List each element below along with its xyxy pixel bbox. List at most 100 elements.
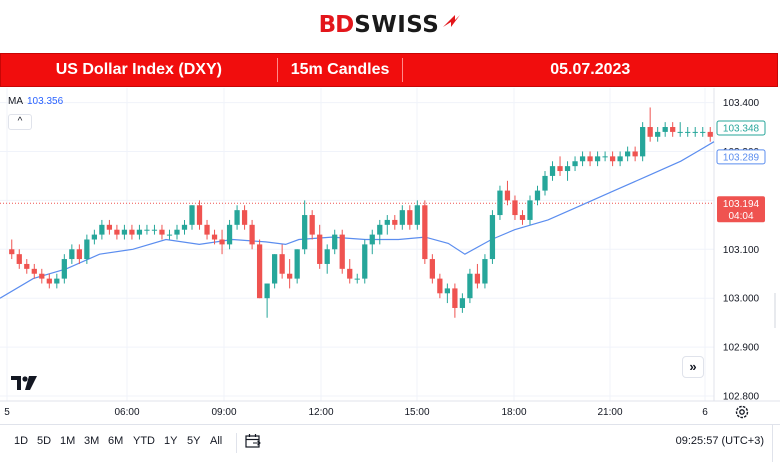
ma-value-badge: 103.289 xyxy=(716,149,766,165)
candle-body xyxy=(211,234,218,240)
date-range-icon[interactable] xyxy=(244,432,262,450)
collapse-legend-button[interactable]: ^ xyxy=(8,114,32,130)
candle-body xyxy=(497,190,503,216)
range-ytd-button[interactable]: YTD xyxy=(133,435,155,447)
candle-body xyxy=(609,156,616,162)
candle-body xyxy=(482,259,488,284)
banner-date: 05.07.2023 xyxy=(550,61,631,78)
candle-body xyxy=(249,224,255,245)
candle-body xyxy=(692,131,698,133)
x-tick-label: 09:00 xyxy=(211,407,236,418)
title-banner: US Dollar Index (DXY) 15m Candles 05.07.… xyxy=(0,53,778,87)
x-tick-label: 12:00 xyxy=(308,407,333,418)
candle-body xyxy=(151,229,158,231)
candle-body xyxy=(166,234,173,236)
bottom-toolbar: 1D 5D 1M 3M 6M YTD 1Y 5Y All 09:25:57 (U… xyxy=(0,424,780,462)
x-tick-label: 21:00 xyxy=(597,407,622,418)
candle-body xyxy=(39,273,45,279)
x-tick-label: 15:00 xyxy=(404,407,429,418)
y-tick-label: 103.100 xyxy=(723,245,760,256)
candle-body xyxy=(392,219,398,225)
candle-body xyxy=(309,215,315,235)
toolbar-divider xyxy=(236,433,237,453)
price-chart[interactable]: 103.400103.300103.200103.100103.000102.9… xyxy=(0,88,780,420)
banner-divider xyxy=(402,58,404,82)
candle-body xyxy=(347,268,353,279)
range-6m-button[interactable]: 6M xyxy=(108,435,124,447)
range-1y-button[interactable]: 1Y xyxy=(164,435,178,447)
y-tick-label: 103.400 xyxy=(723,98,760,109)
ma-legend-label: MA xyxy=(8,96,23,107)
candle-body xyxy=(707,131,713,137)
ma-value-badge-bg xyxy=(716,149,766,165)
candle-body xyxy=(136,229,143,235)
candle-body xyxy=(617,156,623,162)
y-tick-label: 102.800 xyxy=(723,392,760,403)
candle-body xyxy=(129,229,135,235)
candle-body xyxy=(452,288,458,308)
candle-body xyxy=(159,229,165,235)
candle-body xyxy=(24,263,30,269)
current-price-text: 103.194 xyxy=(723,199,760,210)
candle-body xyxy=(384,219,390,225)
candle-body xyxy=(294,249,300,279)
last-close-badge: 103.348 xyxy=(716,120,766,136)
candle-body xyxy=(414,205,420,225)
range-5d-button[interactable]: 5D xyxy=(37,435,52,447)
candle-body xyxy=(564,166,571,172)
candle-body xyxy=(632,151,638,157)
candle-countdown-text: 04:04 xyxy=(728,211,753,222)
candle-body xyxy=(144,229,150,231)
y-tick-label: 103.000 xyxy=(723,294,760,305)
range-all-button[interactable]: All xyxy=(210,435,223,447)
candle-body xyxy=(46,278,52,284)
candle-body xyxy=(241,210,248,225)
candle-body xyxy=(504,190,511,201)
last-close-badge-bg xyxy=(716,120,766,136)
ma-legend-value: 103.356 xyxy=(27,96,64,107)
current-price-badge-bg xyxy=(717,196,765,223)
candle-body xyxy=(204,224,210,235)
candle-body xyxy=(512,200,518,216)
range-5y-button[interactable]: 5Y xyxy=(187,435,201,447)
scroll-to-realtime-button[interactable]: » xyxy=(682,356,704,378)
candle-body xyxy=(467,273,473,299)
candle-body xyxy=(459,298,466,308)
candle-body xyxy=(76,249,82,260)
candle-body xyxy=(594,156,601,162)
candle-body xyxy=(534,190,541,201)
banner-timeframe: 15m Candles xyxy=(290,61,390,78)
candle-body xyxy=(677,131,683,133)
range-1m-button[interactable]: 1M xyxy=(60,435,76,447)
y-tick-label: 102.900 xyxy=(723,343,760,354)
range-1d-button[interactable]: 1D xyxy=(14,435,29,447)
candle-body xyxy=(377,224,383,235)
candle-body xyxy=(369,234,375,245)
candle-body xyxy=(99,224,105,235)
candle-body xyxy=(557,166,563,172)
x-tick-label: 18:00 xyxy=(501,407,526,418)
candle-body xyxy=(84,239,90,260)
range-3m-button[interactable]: 3M xyxy=(84,435,100,447)
candle-body xyxy=(16,254,22,264)
candle-body xyxy=(624,151,631,157)
candle-body xyxy=(91,234,98,240)
axis-settings-gear-icon[interactable] xyxy=(734,404,750,420)
candle-body xyxy=(189,205,195,225)
candle-body xyxy=(429,259,435,279)
utc-clock[interactable]: 09:25:57 (UTC+3) xyxy=(675,435,764,447)
candle-body xyxy=(226,224,233,245)
brand-header: BD SWISS xyxy=(0,8,780,42)
tradingview-logo-icon[interactable] xyxy=(11,376,39,390)
candle-body xyxy=(399,210,405,225)
candle-body xyxy=(700,131,706,133)
x-tick-label: 5 xyxy=(4,407,10,418)
candle-body xyxy=(542,175,548,191)
candle-body xyxy=(279,254,285,274)
ma-legend[interactable]: MA 103.356 xyxy=(8,96,63,107)
x-tick-label: 06:00 xyxy=(114,407,139,418)
last-close-badge-text: 103.348 xyxy=(723,123,760,134)
candle-body xyxy=(527,200,533,220)
candle-body xyxy=(655,131,661,137)
